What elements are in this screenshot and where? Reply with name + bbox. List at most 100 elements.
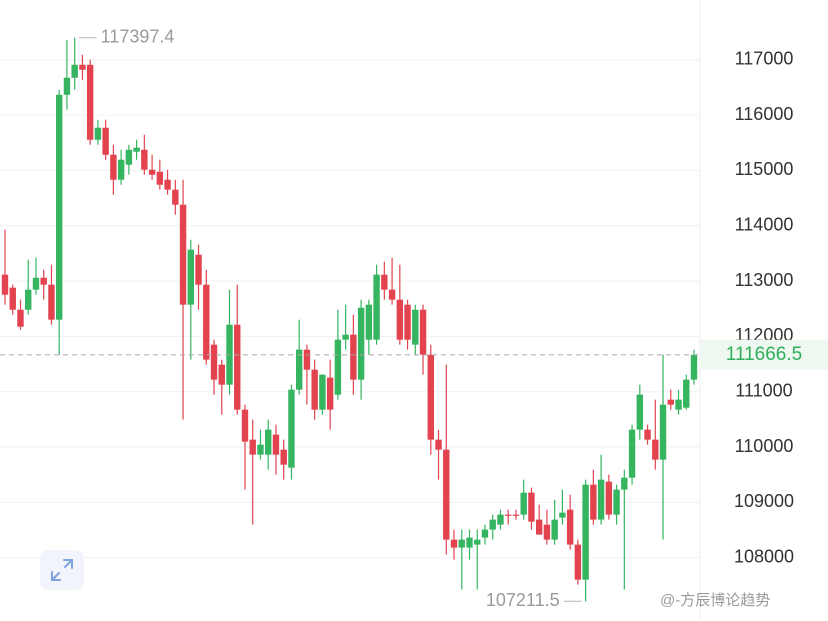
candle-body (427, 354, 434, 440)
watermark: @-方辰博论趋势 (660, 592, 770, 609)
candle-body (443, 449, 450, 540)
candle-body (272, 434, 280, 455)
candle-body (404, 304, 411, 340)
candle-body (141, 149, 148, 170)
candle-body (210, 344, 218, 380)
candle-body (148, 169, 156, 175)
candle-body (396, 299, 404, 340)
y-tick-label: 113000 (735, 270, 794, 290)
candle-body (133, 147, 140, 152)
candle-body (280, 449, 287, 465)
candle-body (466, 537, 473, 548)
candle-body (288, 389, 295, 468)
candle-body (690, 354, 698, 380)
candle-body (621, 477, 628, 490)
candle-body (512, 514, 520, 516)
expand-icon[interactable] (51, 559, 73, 581)
candle-body (249, 439, 256, 455)
candle-body (265, 429, 272, 455)
y-tick-label: 111000 (735, 380, 792, 400)
candle-body (218, 364, 225, 385)
candle-body (195, 254, 202, 285)
candle-body (295, 349, 303, 390)
y-tick-label: 109000 (734, 491, 794, 511)
candle-body (497, 514, 504, 525)
candle-body (381, 274, 388, 290)
candle-body (412, 309, 419, 345)
candle-body (528, 492, 535, 522)
candle-body (505, 514, 512, 516)
candle-body (187, 249, 194, 305)
candle-body (257, 444, 264, 455)
candle-body (574, 544, 582, 580)
candle-body (357, 307, 365, 380)
candle-body (489, 519, 496, 530)
candle-body (582, 484, 589, 580)
candle-body (334, 339, 342, 395)
y-tick-label: 114000 (735, 214, 794, 234)
candle-body (388, 289, 396, 300)
candle-body (350, 334, 357, 380)
candle-body (659, 404, 667, 460)
candle-body (481, 529, 489, 538)
candle-body (102, 127, 109, 155)
candle-body (419, 309, 427, 355)
candle-body (117, 159, 125, 180)
candle-body (164, 179, 171, 190)
min-label: 107211.5 (486, 590, 560, 610)
candle-body (342, 334, 349, 340)
candle-body (566, 509, 574, 545)
candle-body (520, 492, 527, 515)
last-price-box (701, 339, 828, 370)
candle-body (373, 274, 380, 340)
y-tick-label: 117000 (735, 49, 794, 69)
candle-body (450, 539, 458, 548)
candle-body (644, 429, 651, 440)
candle-body (71, 64, 78, 78)
candle-body (55, 94, 63, 320)
candle-body (535, 519, 543, 535)
expand-button[interactable] (40, 550, 84, 590)
candle-body (435, 439, 442, 450)
last-price-label: 111666.5 (726, 344, 802, 365)
candle-body (458, 539, 465, 548)
candle-body (613, 489, 620, 515)
candle-body (559, 512, 566, 518)
expand-button-bg[interactable] (40, 550, 84, 590)
candle-body (636, 394, 644, 430)
candle-body (675, 399, 682, 410)
candle-body (40, 277, 47, 285)
candle-body (605, 481, 613, 515)
candle-body (86, 64, 94, 140)
candle-body (110, 154, 117, 180)
candle-body (179, 204, 187, 305)
y-tick-label: 108000 (734, 546, 794, 566)
candle-body (652, 439, 659, 460)
candle-body (365, 304, 373, 340)
candle-body (17, 309, 24, 327)
y-tick-label: 115000 (735, 159, 794, 179)
candle-body (319, 374, 326, 410)
candle-body (551, 519, 558, 540)
max-label: 117397.4 (101, 27, 175, 47)
candle-body (683, 379, 690, 408)
candle-body (667, 399, 674, 405)
candle-body (156, 171, 164, 185)
candle-body (172, 189, 179, 205)
candle-body (234, 324, 241, 410)
candle-body (203, 284, 210, 360)
y-tick-label: 116000 (735, 104, 794, 124)
candle-body (241, 409, 249, 442)
candle-body (474, 539, 481, 545)
candle-body (628, 429, 636, 478)
candle-body (63, 77, 71, 95)
y-tick-label: 110000 (735, 436, 794, 456)
candle-body (125, 149, 133, 165)
candle-body (9, 287, 16, 310)
candle-body (597, 479, 605, 520)
candle-body (543, 524, 551, 540)
candle-body (25, 289, 32, 310)
candle-body (311, 369, 318, 410)
